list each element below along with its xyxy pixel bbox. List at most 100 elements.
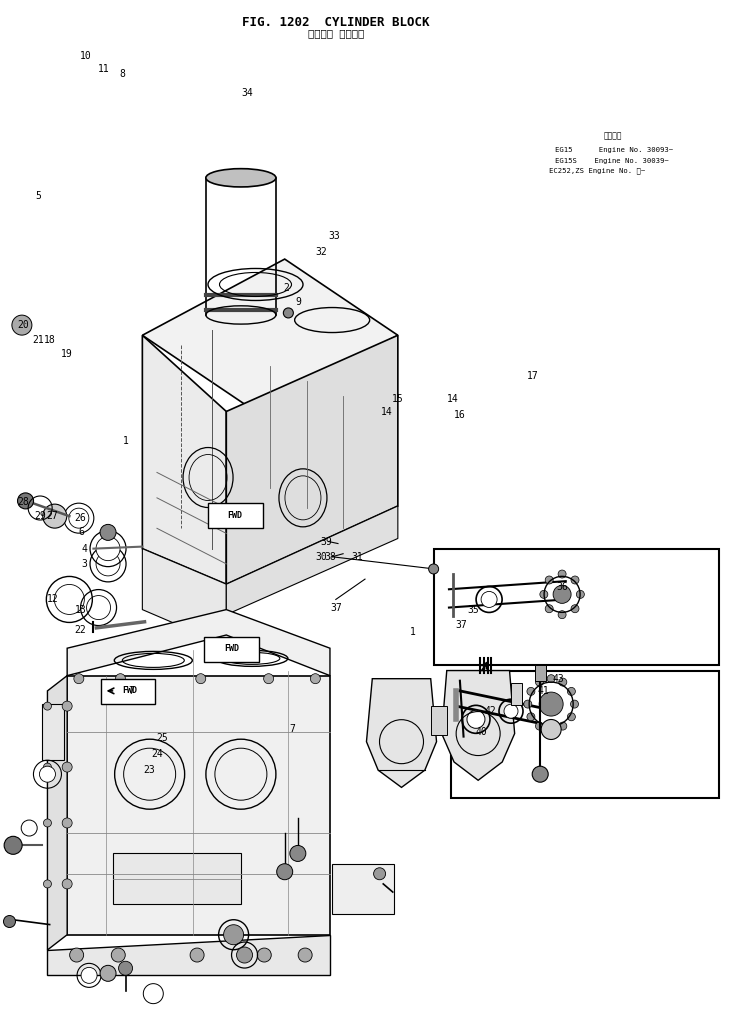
Ellipse shape bbox=[206, 169, 276, 187]
Circle shape bbox=[571, 605, 579, 613]
Circle shape bbox=[298, 948, 312, 962]
Circle shape bbox=[100, 524, 116, 541]
Bar bbox=[101, 679, 155, 704]
Text: 9: 9 bbox=[295, 297, 301, 307]
Polygon shape bbox=[142, 549, 226, 630]
Circle shape bbox=[527, 713, 535, 720]
Text: 20: 20 bbox=[18, 320, 29, 330]
Circle shape bbox=[558, 611, 566, 619]
Circle shape bbox=[553, 585, 571, 604]
Text: 13: 13 bbox=[74, 605, 86, 615]
Text: 38: 38 bbox=[325, 552, 337, 562]
Text: 7: 7 bbox=[289, 724, 295, 735]
Polygon shape bbox=[47, 676, 67, 950]
Circle shape bbox=[74, 674, 84, 684]
Circle shape bbox=[118, 961, 133, 975]
Circle shape bbox=[44, 880, 51, 888]
Bar bbox=[332, 864, 394, 914]
Text: 43: 43 bbox=[553, 674, 564, 684]
Circle shape bbox=[44, 819, 51, 827]
Text: 19: 19 bbox=[61, 348, 73, 359]
Bar bbox=[208, 503, 263, 528]
Text: 28: 28 bbox=[18, 497, 29, 507]
Circle shape bbox=[12, 315, 32, 335]
Text: FWD: FWD bbox=[123, 687, 137, 695]
Text: 33: 33 bbox=[328, 231, 340, 241]
Circle shape bbox=[62, 701, 72, 711]
Text: 30: 30 bbox=[315, 552, 327, 562]
Text: FWD: FWD bbox=[228, 511, 242, 519]
Circle shape bbox=[541, 719, 561, 740]
Circle shape bbox=[539, 692, 563, 716]
Bar bbox=[113, 853, 241, 904]
Text: シリンダ ブロック: シリンダ ブロック bbox=[307, 28, 364, 39]
Text: 23: 23 bbox=[144, 765, 155, 775]
Text: EG15S    Engine No. 30039~: EG15S Engine No. 30039~ bbox=[555, 157, 669, 164]
Bar bbox=[535, 665, 546, 681]
Polygon shape bbox=[142, 259, 398, 411]
Circle shape bbox=[559, 722, 566, 731]
Circle shape bbox=[536, 722, 543, 731]
Polygon shape bbox=[442, 671, 515, 780]
Polygon shape bbox=[366, 679, 437, 787]
Bar bbox=[42, 704, 64, 760]
Text: 5: 5 bbox=[35, 191, 41, 201]
Circle shape bbox=[374, 868, 385, 880]
Polygon shape bbox=[226, 335, 398, 584]
Circle shape bbox=[567, 713, 575, 720]
Circle shape bbox=[545, 576, 553, 584]
Polygon shape bbox=[47, 935, 330, 975]
Text: 27: 27 bbox=[47, 511, 58, 521]
Bar bbox=[451, 671, 719, 798]
Text: 24: 24 bbox=[151, 749, 163, 759]
Circle shape bbox=[190, 948, 204, 962]
Circle shape bbox=[558, 570, 566, 578]
Text: 11: 11 bbox=[98, 64, 110, 74]
Text: 1: 1 bbox=[123, 436, 128, 446]
Circle shape bbox=[283, 308, 293, 318]
Polygon shape bbox=[226, 506, 398, 615]
Text: 適用号等: 適用号等 bbox=[604, 132, 623, 140]
Text: 34: 34 bbox=[241, 88, 253, 99]
Bar bbox=[204, 637, 259, 662]
Circle shape bbox=[223, 925, 244, 945]
Circle shape bbox=[532, 766, 548, 782]
Text: 14: 14 bbox=[447, 394, 458, 404]
Circle shape bbox=[571, 700, 578, 708]
Circle shape bbox=[481, 591, 497, 608]
Circle shape bbox=[62, 818, 72, 828]
Text: 14: 14 bbox=[381, 407, 393, 418]
Circle shape bbox=[111, 948, 126, 962]
Circle shape bbox=[524, 700, 531, 708]
Text: 16: 16 bbox=[454, 409, 466, 420]
Text: 15: 15 bbox=[392, 394, 404, 404]
Circle shape bbox=[310, 674, 320, 684]
Circle shape bbox=[39, 766, 55, 782]
Text: 40: 40 bbox=[476, 726, 488, 737]
Text: 42: 42 bbox=[485, 706, 496, 716]
Text: EG15      Engine No. 30093~: EG15 Engine No. 30093~ bbox=[555, 147, 673, 153]
Circle shape bbox=[115, 674, 126, 684]
Circle shape bbox=[43, 504, 66, 528]
Circle shape bbox=[277, 864, 293, 880]
Text: 37: 37 bbox=[330, 602, 342, 613]
Text: 21: 21 bbox=[32, 335, 44, 345]
Text: 32: 32 bbox=[315, 247, 327, 257]
Circle shape bbox=[540, 590, 548, 598]
Circle shape bbox=[62, 762, 72, 772]
Text: 6: 6 bbox=[79, 527, 85, 537]
Text: FIG. 1202  CYLINDER BLOCK: FIG. 1202 CYLINDER BLOCK bbox=[242, 16, 429, 28]
Circle shape bbox=[504, 704, 518, 718]
Text: 31: 31 bbox=[352, 552, 364, 562]
Circle shape bbox=[96, 536, 120, 561]
Circle shape bbox=[196, 674, 206, 684]
Text: 8: 8 bbox=[120, 69, 126, 79]
Circle shape bbox=[559, 678, 566, 686]
Circle shape bbox=[264, 674, 274, 684]
Text: 17: 17 bbox=[527, 371, 539, 381]
Polygon shape bbox=[67, 676, 330, 935]
Circle shape bbox=[100, 965, 116, 981]
Circle shape bbox=[44, 702, 51, 710]
Circle shape bbox=[527, 688, 535, 695]
Text: 10: 10 bbox=[80, 51, 92, 61]
